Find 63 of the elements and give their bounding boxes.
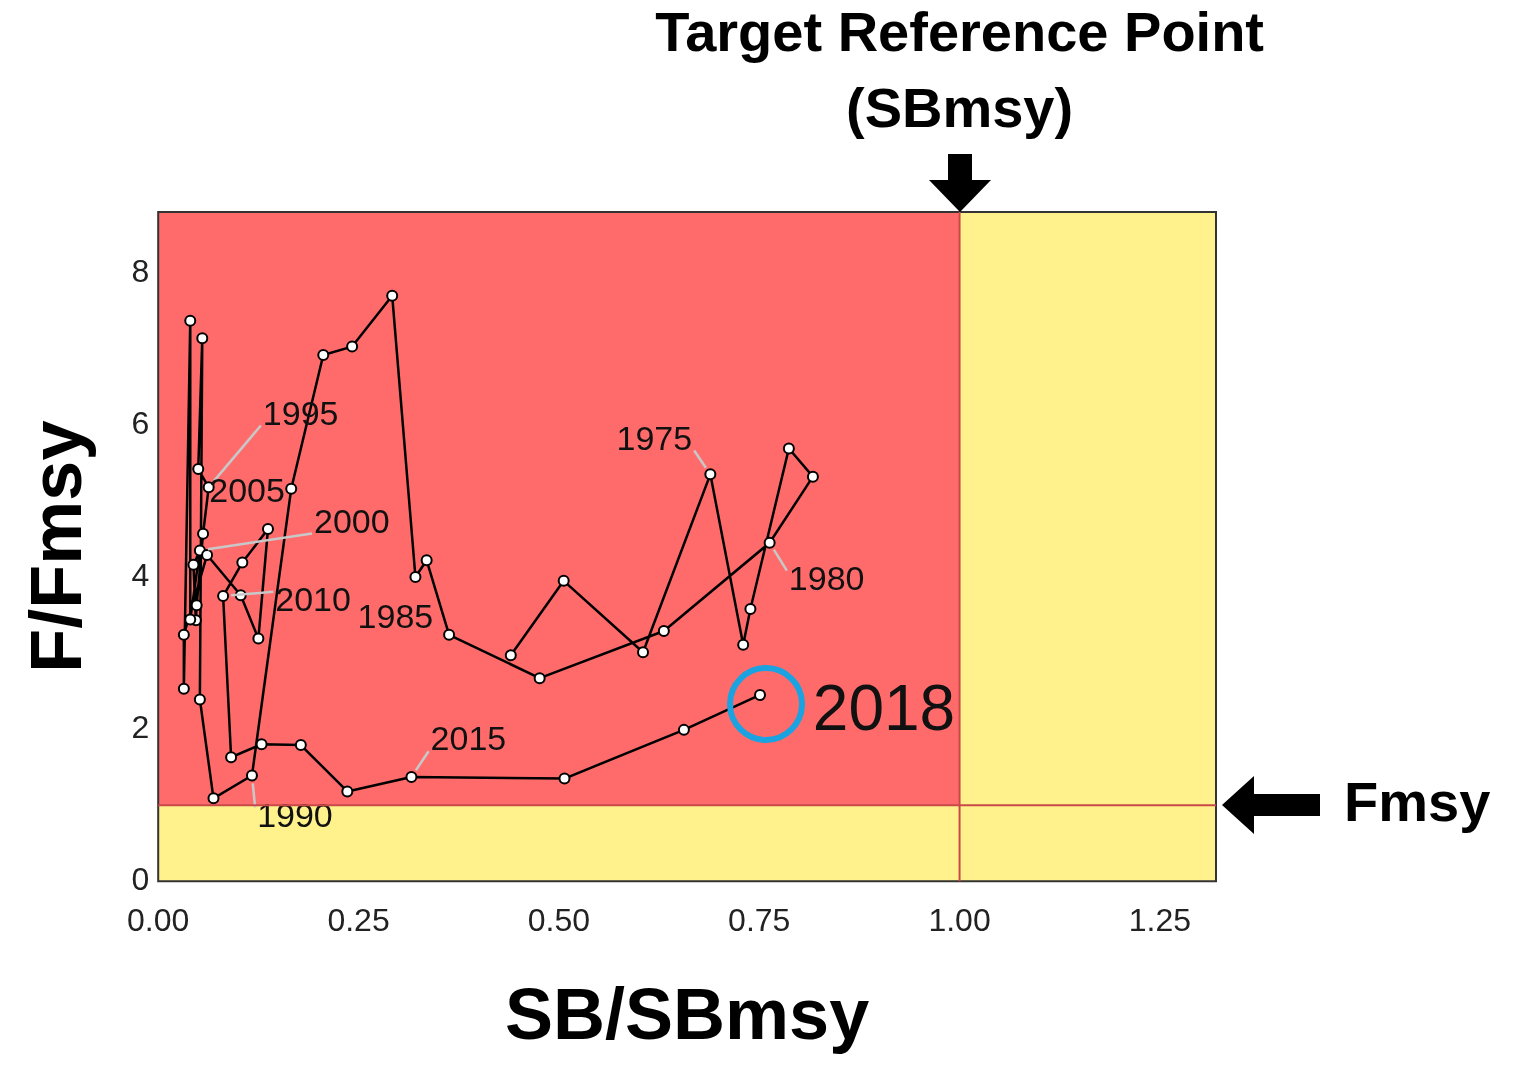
point [443, 628, 456, 641]
ref-line-label: Target Reference Point (SBmsy) [655, 0, 1265, 139]
x-tick-label: 0.00 [127, 902, 190, 939]
point [504, 649, 517, 662]
point [754, 688, 767, 701]
point [177, 682, 190, 695]
point [197, 527, 210, 540]
annotation: 2000 [314, 501, 390, 540]
point [225, 751, 238, 764]
point [782, 442, 795, 455]
point [201, 548, 214, 561]
point [196, 332, 209, 345]
x-tick-label: 0.75 [728, 902, 791, 939]
point [657, 625, 670, 638]
point [193, 693, 206, 706]
point [704, 468, 717, 481]
point [677, 723, 690, 736]
point [184, 314, 197, 327]
annotation: 2015 [430, 719, 507, 758]
point [558, 772, 571, 785]
point [252, 632, 265, 645]
point [763, 536, 776, 549]
y-tick-label: 8 [131, 252, 150, 289]
point [533, 672, 546, 685]
point [737, 638, 750, 651]
point [187, 558, 200, 571]
point [341, 785, 354, 798]
annotation: 1975 [616, 418, 693, 457]
point [557, 574, 570, 587]
y-tick-label: 0 [131, 861, 150, 898]
annotation: 1980 [788, 559, 865, 598]
point [261, 523, 274, 536]
x-tick-label: 0.50 [527, 902, 591, 939]
point [192, 463, 205, 476]
point [217, 590, 230, 603]
point [386, 289, 399, 302]
point [806, 470, 819, 483]
y-tick-label: 2 [131, 708, 150, 745]
ref-line-label: Fmsy [1344, 769, 1491, 833]
y-tick-label: 4 [131, 556, 150, 593]
annotation: 1985 [357, 597, 434, 636]
point [236, 556, 249, 569]
point [420, 554, 433, 567]
y-axis-title: F/Fmsy [16, 420, 97, 673]
point [294, 739, 307, 752]
point [409, 571, 422, 584]
annotation: 2010 [275, 580, 351, 619]
point [346, 340, 359, 353]
point [744, 602, 757, 615]
point [207, 792, 220, 805]
annotation: 2018 [812, 671, 956, 744]
x-axis-title: SB/SBmsy [505, 973, 870, 1054]
y-tick-label: 6 [131, 404, 150, 441]
point [317, 348, 330, 361]
point [637, 646, 650, 659]
x-tick-label: 1.25 [1128, 902, 1192, 939]
x-tick-label: 1.00 [928, 902, 991, 939]
annotation: 2005 [209, 471, 285, 510]
point [405, 771, 418, 784]
point [177, 628, 190, 641]
point [285, 482, 298, 495]
x-tick-label: 0.25 [327, 902, 390, 939]
point [245, 769, 258, 782]
